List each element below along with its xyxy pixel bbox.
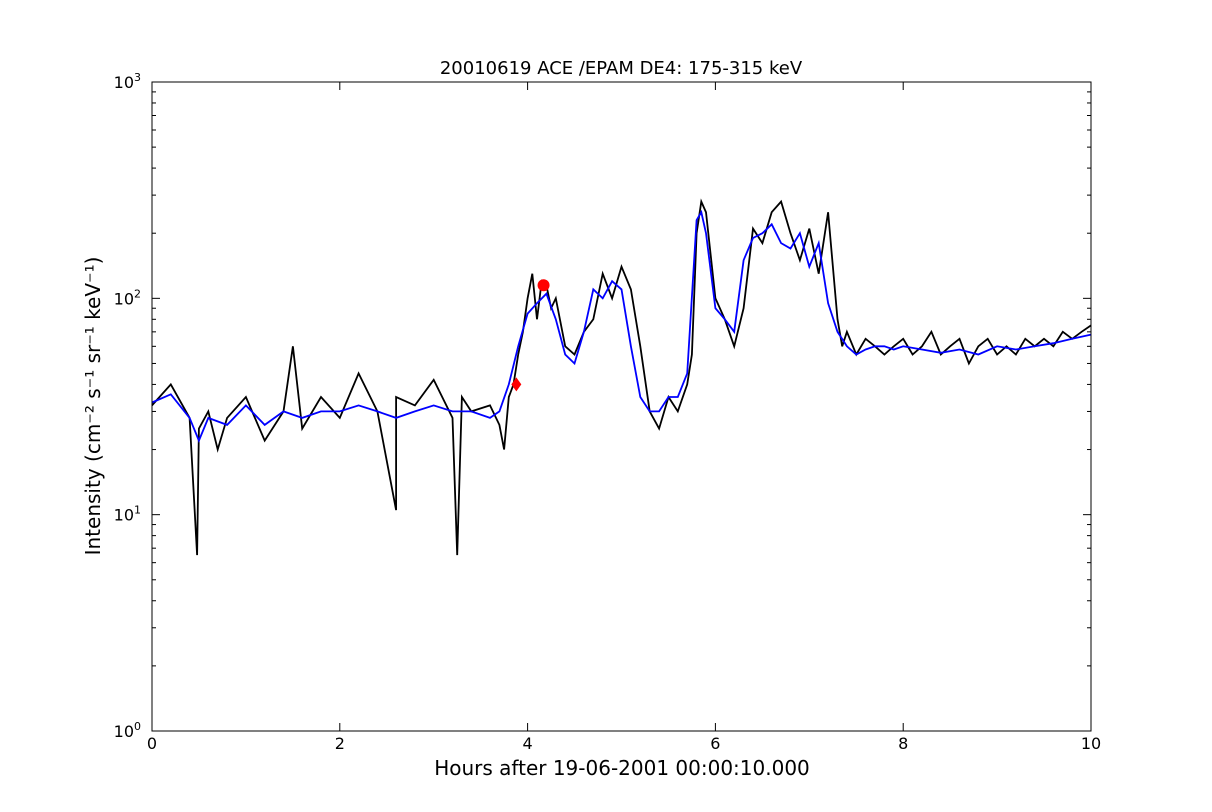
y-axis: 100 101 102 103 (114, 71, 1091, 741)
chart-title: 20010619 ACE /EPAM DE4: 175-315 keV (440, 58, 803, 79)
marker-circle-2 (537, 279, 550, 292)
series-line-1 (151, 198, 1092, 556)
y-tick-label: 100 (114, 720, 141, 741)
y-tick-label: 101 (114, 504, 141, 525)
series-line-2 (151, 209, 1092, 443)
x-tick-label: 8 (898, 734, 908, 753)
plot-series (151, 198, 1092, 556)
x-tick-label: 6 (710, 734, 720, 753)
x-tick-label: 10 (1081, 734, 1101, 753)
x-axis: 0 2 4 6 8 10 (147, 82, 1101, 753)
x-tick-label: 4 (523, 734, 533, 753)
marker-diamond-1 (511, 377, 522, 392)
plot-frame (151, 81, 1092, 732)
y-axis-label: Intensity (cm⁻² s⁻¹ sr⁻¹ keV⁻¹) (81, 257, 105, 556)
x-axis-label: Hours after 19-06-2001 00:00:10.000 (434, 756, 810, 780)
x-tick-label: 2 (335, 734, 345, 753)
y-tick-label: 103 (114, 71, 141, 92)
y-tick-label: 102 (114, 287, 141, 308)
plot-markers (511, 279, 550, 392)
x-tick-label: 0 (147, 734, 157, 753)
